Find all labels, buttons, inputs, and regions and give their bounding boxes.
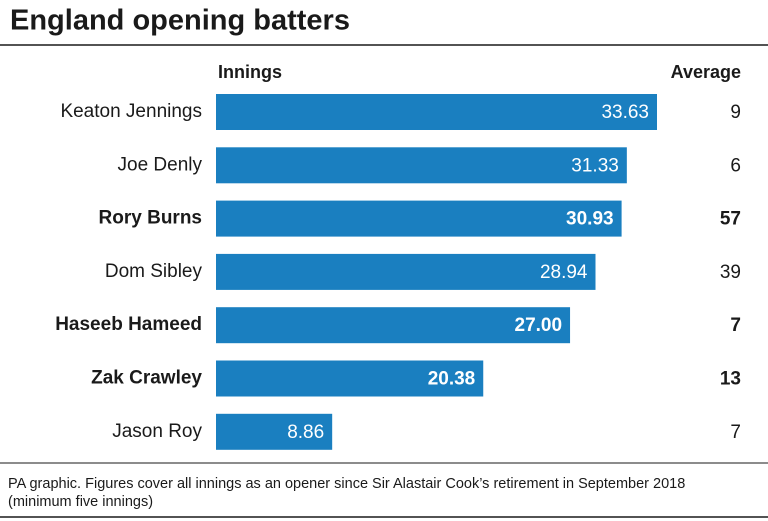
value-label: 30.93 <box>566 209 614 230</box>
category-label: Rory Burns <box>99 208 202 229</box>
category-label: Joe Denly <box>118 154 203 175</box>
footnote: (minimum five innings) <box>8 494 153 510</box>
category-label: Dom Sibley <box>105 261 203 282</box>
value-label: 8.86 <box>287 422 324 443</box>
bar <box>216 94 657 130</box>
category-label: Keaton Jennings <box>60 101 202 122</box>
side-value: 7 <box>730 422 741 443</box>
side-value: 39 <box>720 262 741 283</box>
side-value: 7 <box>730 315 741 336</box>
side-value: 57 <box>720 209 741 230</box>
bar-header: Innings <box>218 62 282 82</box>
value-label: 27.00 <box>515 315 563 336</box>
category-label: Jason Roy <box>112 421 202 442</box>
bar <box>216 307 571 344</box>
bar <box>216 413 333 450</box>
bar <box>216 147 627 184</box>
side-value: 13 <box>720 369 741 390</box>
bar <box>216 200 622 237</box>
bar <box>216 253 596 290</box>
value-label: 33.63 <box>601 102 649 123</box>
value-label: 28.94 <box>540 262 588 283</box>
value-label: 20.38 <box>428 369 476 390</box>
footnote: PA graphic. Figures cover all innings as… <box>8 476 685 492</box>
value-label: 31.33 <box>571 155 619 176</box>
bar <box>216 360 484 397</box>
category-label: Haseeb Hameed <box>55 314 202 335</box>
category-label: Zak Crawley <box>91 368 202 389</box>
side-header: Average <box>671 62 741 82</box>
side-value: 9 <box>730 102 741 123</box>
side-value: 6 <box>730 155 741 176</box>
chart-title: England opening batters <box>10 5 350 37</box>
